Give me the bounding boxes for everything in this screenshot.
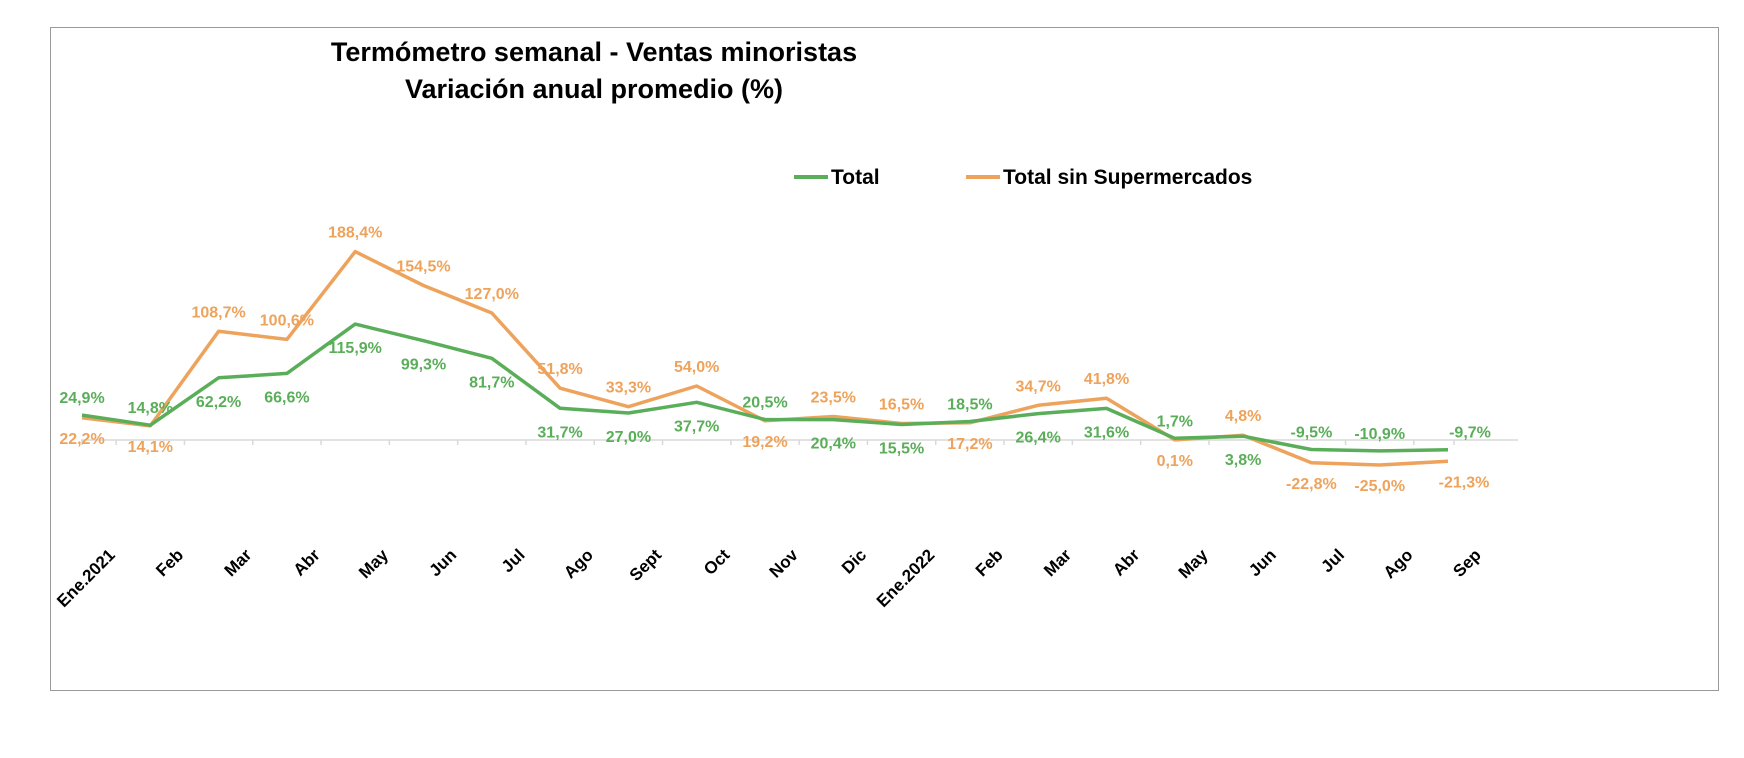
data-label-total-3: 66,6%	[264, 389, 309, 406]
x-tick-label-7-ago: Ago	[560, 545, 597, 582]
chart-title-line-2: Variación anual promedio (%)	[405, 74, 783, 104]
data-label-total-19: -10,9%	[1354, 426, 1405, 443]
x-tick-label-17-jun: Jun	[1245, 545, 1280, 580]
data-label-total-13: 18,5%	[947, 397, 992, 414]
data-label-total-12: 15,5%	[879, 441, 924, 458]
data-label-total-14: 26,4%	[1016, 430, 1061, 447]
x-tick-label-5-jun: Jun	[426, 545, 461, 580]
data-label-total-sin-supermercados-3: 100,6%	[260, 312, 314, 329]
data-label-total-17: 3,8%	[1225, 452, 1261, 469]
x-tick-label-2-mar: Mar	[221, 545, 256, 580]
x-tick-label-3-abr: Abr	[290, 545, 324, 579]
x-tick-label-9-oct: Oct	[700, 545, 734, 579]
data-label-total-sin-supermercados-7: 51,8%	[537, 361, 582, 378]
x-axis-tick-labels: Ene.2021 Feb Mar Abr May Jun Jul Ago Sept Oct Nov D…	[53, 545, 1485, 611]
data-label-total-4: 115,9%	[329, 340, 382, 357]
x-tick-label-12-ene-2022: Ene.2022	[873, 545, 939, 611]
legend-label-total-sin-supermercados: Total sin Supermercados	[1003, 166, 1252, 189]
data-label-total-sin-supermercados-5: 154,5%	[396, 259, 450, 276]
data-label-total-9: 37,7%	[674, 418, 719, 435]
data-label-total-20: -9,7%	[1449, 425, 1491, 442]
data-label-total-0: 24,9%	[59, 390, 104, 407]
data-label-total-sin-supermercados-12: 16,5%	[879, 397, 924, 414]
data-label-total-16: 1,7%	[1157, 413, 1193, 430]
legend: Total Total sin Supermercados	[794, 166, 1252, 189]
data-label-total-11: 20,4%	[811, 436, 856, 453]
legend-label-total: Total	[831, 166, 880, 189]
data-labels: 24,9% 22,2% 14,8% 14,1% 62,2% 108,7% 66,6% 100,…	[59, 225, 1491, 495]
data-label-total-sin-supermercados-14: 34,7%	[1016, 378, 1061, 395]
data-label-total-sin-supermercados-17: 4,8%	[1225, 408, 1261, 425]
series-line-total	[81, 322, 1449, 453]
data-label-total-sin-supermercados-4: 188,4%	[328, 225, 382, 242]
data-label-total-sin-supermercados-13: 17,2%	[947, 436, 992, 453]
x-tick-label-10-nov: Nov	[766, 545, 803, 582]
data-label-total-sin-supermercados-0: 22,2%	[59, 431, 104, 448]
data-label-total-2: 62,2%	[196, 394, 241, 411]
x-tick-label-0-ene-2021: Ene.2021	[53, 545, 119, 611]
chart-frame: Termómetro semanal - Ventas minoristas V…	[50, 27, 1719, 691]
data-label-total-sin-supermercados-16: 0,1%	[1157, 453, 1193, 470]
data-label-total-15: 31,6%	[1084, 424, 1129, 441]
data-label-total-5: 99,3%	[401, 357, 446, 374]
data-label-total-6: 81,7%	[469, 374, 514, 391]
data-label-total-sin-supermercados-15: 41,8%	[1084, 371, 1129, 388]
x-tick-label-13-feb: Feb	[972, 545, 1007, 580]
x-tick-label-4-may: May	[355, 545, 392, 582]
legend-entry-total: Total	[794, 166, 880, 189]
data-label-total-10: 20,5%	[742, 395, 787, 412]
x-tick-label-6-jul: Jul	[498, 545, 529, 576]
x-tick-label-11-dic: Dic	[838, 545, 870, 577]
x-tick-label-14-mar: Mar	[1040, 545, 1075, 580]
x-tick-label-1-feb: Feb	[152, 545, 187, 580]
chart-svg: Termómetro semanal - Ventas minoristas V…	[53, 37, 1518, 611]
data-label-total-7: 31,7%	[537, 424, 582, 441]
x-tick-label-19-ago: Ago	[1380, 545, 1417, 582]
legend-entry-total-sin-supermercados: Total sin Supermercados	[966, 166, 1252, 189]
data-label-total-sin-supermercados-20: -21,3%	[1439, 474, 1490, 491]
chart-title-line-1: Termómetro semanal - Ventas minoristas	[331, 37, 857, 67]
data-label-total-sin-supermercados-8: 33,3%	[606, 380, 651, 397]
data-label-total-sin-supermercados-10: 19,2%	[742, 434, 787, 451]
data-label-total-sin-supermercados-18: -22,8%	[1286, 476, 1337, 493]
x-tick-label-15-abr: Abr	[1109, 545, 1143, 579]
data-label-total-8: 27,0%	[606, 429, 651, 446]
data-label-total-1: 14,8%	[128, 400, 173, 417]
series-lines	[81, 249, 1449, 467]
data-label-total-sin-supermercados-11: 23,5%	[811, 390, 856, 407]
x-tick-label-16-may: May	[1175, 545, 1212, 582]
data-label-total-sin-supermercados-9: 54,0%	[674, 359, 719, 376]
data-label-total-sin-supermercados-1: 14,1%	[128, 439, 173, 456]
x-tick-label-18-jul: Jul	[1317, 545, 1348, 576]
data-label-total-sin-supermercados-19: -25,0%	[1354, 478, 1405, 495]
x-tick-label-20-sep: Sep	[1449, 545, 1484, 580]
data-label-total-sin-supermercados-2: 108,7%	[191, 304, 245, 321]
data-label-total-sin-supermercados-6: 127,0%	[465, 286, 519, 303]
data-label-total-18: -9,5%	[1291, 425, 1333, 442]
x-tick-label-8-sept: Sept	[626, 545, 666, 585]
